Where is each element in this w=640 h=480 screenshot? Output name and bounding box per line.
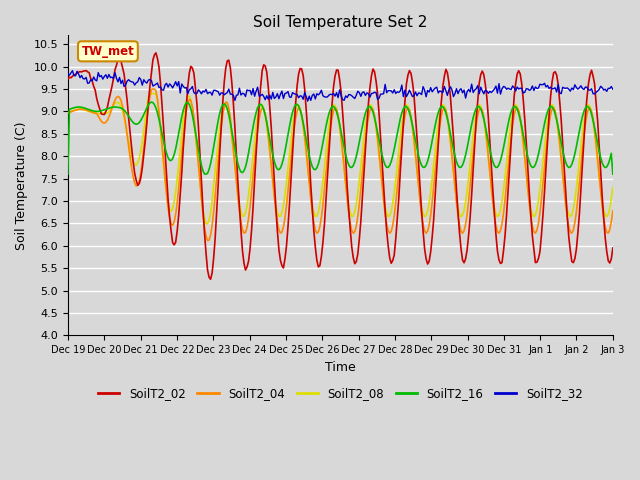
X-axis label: Time: Time [325, 360, 356, 373]
Y-axis label: Soil Temperature (C): Soil Temperature (C) [15, 121, 28, 250]
Text: TW_met: TW_met [81, 45, 134, 58]
Title: Soil Temperature Set 2: Soil Temperature Set 2 [253, 15, 428, 30]
Legend: SoilT2_02, SoilT2_04, SoilT2_08, SoilT2_16, SoilT2_32: SoilT2_02, SoilT2_04, SoilT2_08, SoilT2_… [93, 382, 588, 404]
